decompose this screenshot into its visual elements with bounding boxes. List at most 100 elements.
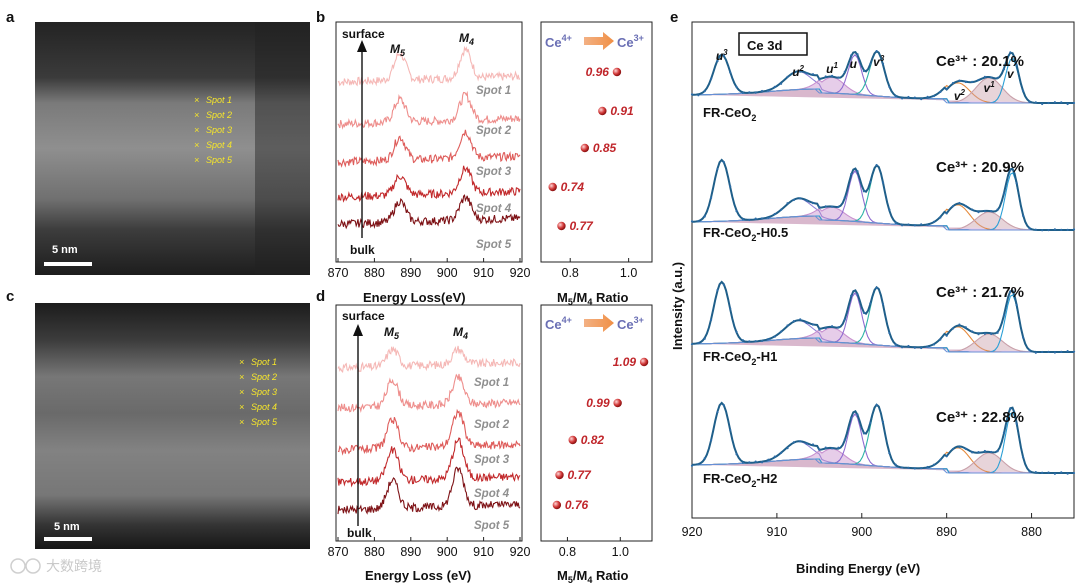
- ratio-value-label: 0.96: [586, 65, 610, 79]
- eels-series-4: [337, 165, 521, 203]
- b-ratio-header: Ce4+ Ce3+: [545, 32, 644, 50]
- panel-label-e: e: [670, 9, 678, 26]
- ratio-point: [612, 67, 622, 77]
- ratio-point: [568, 435, 577, 445]
- panel-label-b: b: [316, 9, 325, 26]
- eels-series-5: [337, 194, 521, 230]
- eels-spot-label: Spot 3: [474, 454, 510, 466]
- eels-series-2: [337, 90, 521, 130]
- panel-label-d: d: [316, 288, 325, 305]
- xps-component-u1: [692, 76, 1074, 104]
- a-spot-label: Spot 1: [206, 95, 232, 105]
- a-spot-marker: ×: [194, 140, 199, 150]
- b-ratio-xlabel: M5/M4 Ratio: [557, 290, 628, 307]
- eels-spot-label: Spot 5: [474, 520, 510, 532]
- ratio-point: [552, 500, 562, 510]
- xps-tick-label: 910: [766, 525, 787, 539]
- ratio-point: [613, 398, 622, 408]
- eels-spot-label: Spot 2: [474, 419, 510, 431]
- eels-tick-label: 920: [510, 545, 531, 559]
- d-peak-m4: M4: [453, 325, 468, 341]
- svg-text:Ce3+: Ce3+: [617, 315, 644, 332]
- panel-d-ratio: Ce4+ Ce3+ 1.09 0.99 0.82 0.77 0.76 0.8 1.0 M5/…: [540, 304, 653, 583]
- eels-series-2: [337, 373, 521, 413]
- scale-bar-a: 5 nm: [52, 244, 78, 256]
- eels-series-3: [337, 408, 521, 456]
- d-ratio-xlabel: M5/M4 Ratio: [557, 568, 628, 583]
- eels-spot-label: Spot 4: [476, 203, 512, 215]
- a-spot-label: Spot 3: [206, 125, 232, 135]
- xps-peak-label: u1: [826, 61, 838, 76]
- eels-tick-label: 880: [364, 545, 385, 559]
- ratio-value-label: 0.76: [565, 498, 589, 512]
- ratio-value-label: 0.82: [581, 433, 605, 447]
- xps-tick-label: 920: [682, 525, 703, 539]
- xps-peak-label: v: [1007, 67, 1015, 81]
- a-spot-marker: ×: [194, 110, 199, 120]
- b-bulk-label: bulk: [350, 243, 375, 257]
- xps-tick-label: 900: [851, 525, 872, 539]
- xps-peak-label: v3: [873, 54, 885, 69]
- panel-c-spots: × Spot 1 × Spot 2 × Spot 3 × Spot 4 × Spot 5: [239, 357, 278, 427]
- panel-a-spots: × Spot 1 × Spot 2 × Spot 3 × Spot 4 × Spot 5: [194, 95, 233, 165]
- a-spot-marker: ×: [194, 95, 199, 105]
- xps-ce3-percentage: Ce³⁺ : 20.1%: [936, 53, 1024, 70]
- panel-c-image: 5 nm: [35, 303, 310, 549]
- c-spot-label: Spot 5: [251, 417, 278, 427]
- eels-series-1: [337, 45, 521, 87]
- xps-ylabel: Intensity (a.u.): [670, 262, 685, 350]
- xps-peak-label: u3: [716, 48, 728, 63]
- eels-series-4: [337, 437, 521, 488]
- eels-tick-label: 920: [510, 266, 531, 280]
- c-spot-marker: ×: [239, 387, 244, 397]
- eels-tick-label: 890: [400, 545, 421, 559]
- xps-component-v2: [692, 447, 1074, 474]
- b-xlabel: Energy Loss(eV): [363, 290, 466, 305]
- xps-title: Ce 3d: [747, 38, 782, 53]
- a-spot-marker: ×: [194, 155, 199, 165]
- eels-tick-label: 900: [437, 266, 458, 280]
- ratio-point: [598, 106, 607, 116]
- ratio-value-label: 0.74: [561, 180, 585, 194]
- xps-peak-label: u: [850, 57, 858, 71]
- panel-label-a: a: [6, 9, 15, 26]
- xps-ce3-percentage: Ce³⁺ : 22.8%: [936, 409, 1024, 426]
- d-peak-m5: M5: [384, 325, 400, 341]
- ratio-value-label: 0.77: [569, 219, 594, 233]
- d-xlabel: Energy Loss (eV): [365, 568, 471, 583]
- panel-d-eels: Spot 1 Spot 2 Spot 3 Spot 4 Spot 5 870 880 890…: [328, 304, 531, 583]
- c-spot-marker: ×: [239, 372, 244, 382]
- ratio-tick-label: 1.0: [620, 266, 637, 280]
- eels-series-3: [337, 129, 521, 168]
- eels-spot-label: Spot 2: [476, 125, 512, 137]
- ratio-point: [580, 143, 590, 153]
- ratio-point: [639, 357, 649, 367]
- panel-label-c: c: [6, 288, 14, 305]
- eels-series-5: [337, 466, 521, 515]
- b-peak-m5: M5: [390, 42, 406, 58]
- panel-b-ratio: Ce4+ Ce3+ 0.96 0.91 0.85 0.74 0.77 0.8 1.0 M5/…: [540, 21, 653, 307]
- eels-tick-label: 910: [473, 545, 494, 559]
- xps-sample-name: FR-CeO2-H2: [703, 471, 777, 489]
- xps-tick-label: 880: [1021, 525, 1042, 539]
- eels-tick-label: 900: [437, 545, 458, 559]
- c-spot-label: Spot 4: [251, 402, 277, 412]
- ratio-point: [557, 221, 566, 231]
- ratio-tick-label: 0.8: [559, 545, 576, 559]
- panel-e-xps: Ce 3d FR-CeO2 Ce³⁺ : 20.1% FR-CeO2-H0.5 Ce³…: [670, 21, 1076, 576]
- a-spot-label: Spot 2: [206, 110, 232, 120]
- a-spot-label: Spot 4: [206, 140, 232, 150]
- eels-spot-label: Spot 3: [476, 166, 512, 178]
- eels-spot-label: Spot 5: [476, 239, 512, 251]
- ratio-value-label: 0.91: [610, 104, 634, 118]
- ratio-point: [548, 182, 557, 192]
- ratio-value-label: 0.99: [586, 396, 610, 410]
- d-ratio-header: Ce4+ Ce3+: [545, 314, 644, 332]
- svg-text:Ce4+: Ce4+: [545, 315, 572, 332]
- b-peak-m4: M4: [459, 31, 474, 47]
- xps-sample-name: FR-CeO2-H1: [703, 349, 777, 367]
- xps-tick-label: 890: [936, 525, 957, 539]
- xps-peak-label: u2: [792, 64, 804, 79]
- eels-spot-label: Spot 1: [476, 85, 511, 97]
